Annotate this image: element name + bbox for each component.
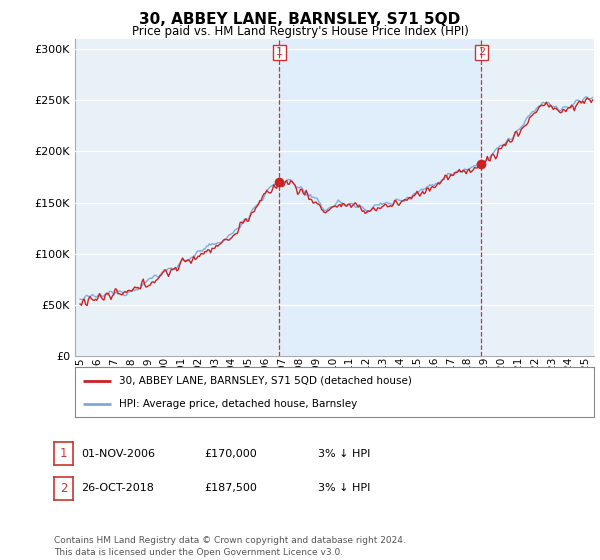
Text: 1: 1 (60, 447, 67, 460)
Bar (280, 39, 481, 356)
Text: 30, ABBEY LANE, BARNSLEY, S71 5QD: 30, ABBEY LANE, BARNSLEY, S71 5QD (139, 12, 461, 27)
Text: 2: 2 (60, 482, 67, 495)
Text: £170,000: £170,000 (204, 449, 257, 459)
Text: 3% ↓ HPI: 3% ↓ HPI (318, 449, 370, 459)
Text: Price paid vs. HM Land Registry's House Price Index (HPI): Price paid vs. HM Land Registry's House … (131, 25, 469, 38)
Text: Contains HM Land Registry data © Crown copyright and database right 2024.
This d: Contains HM Land Registry data © Crown c… (54, 536, 406, 557)
Text: 01-NOV-2006: 01-NOV-2006 (81, 449, 155, 459)
Text: 1: 1 (276, 48, 283, 57)
Text: 3% ↓ HPI: 3% ↓ HPI (318, 483, 370, 493)
Text: £187,500: £187,500 (204, 483, 257, 493)
Text: 30, ABBEY LANE, BARNSLEY, S71 5QD (detached house): 30, ABBEY LANE, BARNSLEY, S71 5QD (detac… (119, 376, 412, 386)
Text: 26-OCT-2018: 26-OCT-2018 (81, 483, 154, 493)
Text: 2: 2 (478, 48, 485, 57)
Text: HPI: Average price, detached house, Barnsley: HPI: Average price, detached house, Barn… (119, 399, 358, 409)
